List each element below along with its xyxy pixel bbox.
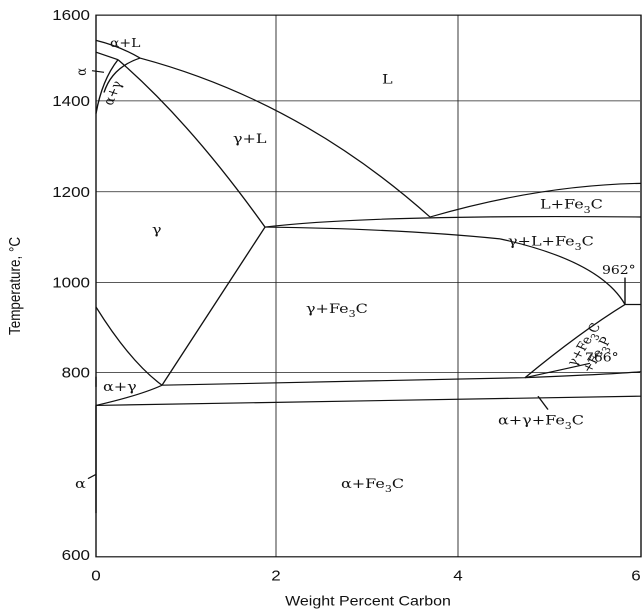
label-gamma-Fe3C: γ+Fe3C xyxy=(306,301,368,320)
liquidus-main xyxy=(139,57,431,218)
y-tick-label: 1200 xyxy=(52,185,90,200)
eutectic-lower xyxy=(264,226,501,240)
phase-boundaries xyxy=(95,39,642,514)
label-gamma: γ xyxy=(152,222,162,237)
label-L: L xyxy=(382,71,393,86)
delta-gamma-2 xyxy=(95,51,119,61)
y-tick-label: 1600 xyxy=(52,8,90,23)
label-L-Fe3C: L+Fe3C xyxy=(540,197,603,216)
liquidus-gamma xyxy=(117,59,266,228)
annotation-766: 766° xyxy=(585,352,619,366)
y-axis-title: Temperature, °C xyxy=(7,237,24,335)
solvus-acm xyxy=(161,226,266,386)
y-tick-label: 1400 xyxy=(52,94,90,109)
x-axis-title: Weight Percent Carbon xyxy=(285,595,451,610)
a3-line xyxy=(95,306,163,387)
label-alpha-L: α+L xyxy=(110,37,141,51)
label-alpha-gamma: α+γ xyxy=(103,379,137,394)
leader-alpha-top xyxy=(91,70,105,73)
label-alpha: α xyxy=(75,476,86,491)
y-tick-label: 800 xyxy=(62,366,91,381)
label-alpha-Fe3C: α+Fe3C xyxy=(341,476,404,495)
peritectic-top xyxy=(95,39,141,59)
leader-alpha xyxy=(87,473,97,480)
eutectoid-lower xyxy=(95,395,642,406)
x-tick-label: 6 xyxy=(631,569,641,584)
x-tick-label: 4 xyxy=(453,569,463,584)
label-alpha-gamma-Fe3C: α+γ+Fe3C xyxy=(498,413,584,432)
label-gamma-L: γ+L xyxy=(233,131,267,146)
y-axis-ticks: 600 800 1000 1200 1400 1600 xyxy=(52,8,90,563)
y-tick-label: 600 xyxy=(62,548,91,563)
y-tick-label: 1000 xyxy=(52,276,90,291)
liquidus-graphite xyxy=(429,182,642,218)
leader-agF xyxy=(537,395,549,410)
delta-curve xyxy=(95,59,119,114)
gamma-L-Fe3C xyxy=(499,238,626,305)
delta-gamma-1 xyxy=(103,57,141,93)
label-gamma-L-Fe3C: γ+L+Fe3C xyxy=(508,234,594,253)
x-tick-label: 0 xyxy=(91,569,101,584)
annotation-962: 962° xyxy=(602,264,636,278)
grid xyxy=(96,15,640,557)
plot-frame xyxy=(95,14,642,558)
eutectic-upper xyxy=(264,215,642,228)
label-alpha-top: α xyxy=(74,68,90,76)
phosphide-line xyxy=(524,303,641,379)
p766 xyxy=(524,362,591,379)
x-tick-label: 2 xyxy=(271,569,280,584)
x-axis-ticks: 0 2 4 6 xyxy=(91,569,641,584)
